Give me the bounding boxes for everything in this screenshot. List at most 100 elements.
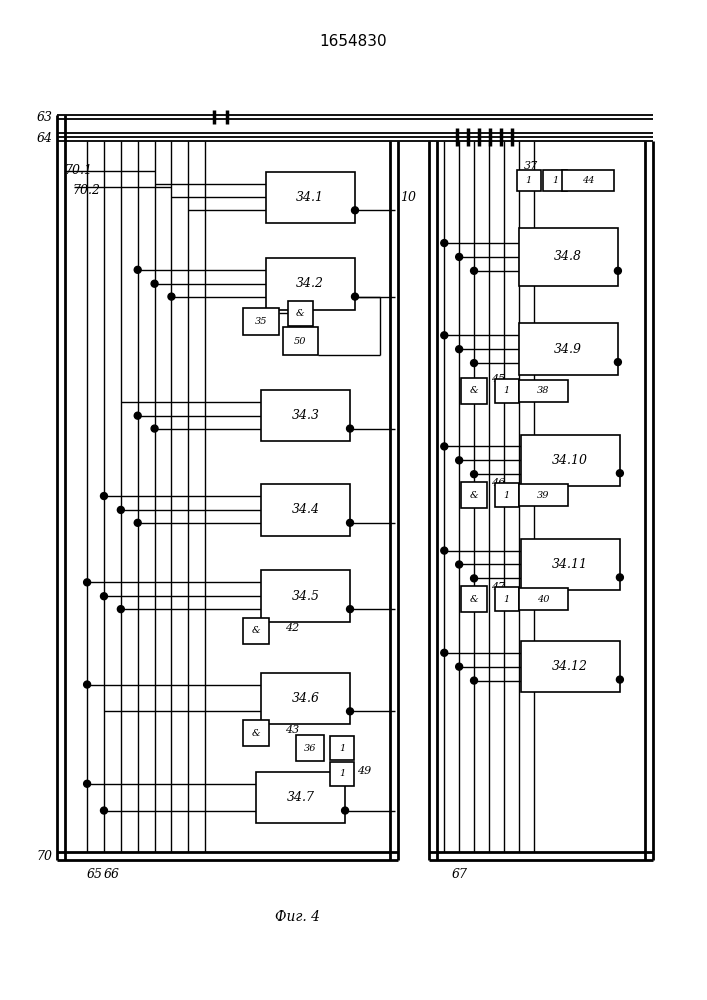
Text: &: &: [469, 595, 479, 604]
Text: 34.12: 34.12: [552, 660, 588, 673]
Circle shape: [456, 457, 462, 464]
Bar: [461, 586, 487, 612]
Bar: [261, 570, 350, 622]
Text: 34.6: 34.6: [291, 692, 320, 705]
Text: 34.10: 34.10: [552, 454, 588, 467]
Text: 38: 38: [537, 386, 550, 395]
Circle shape: [440, 332, 448, 339]
Bar: [266, 172, 355, 223]
Text: 65: 65: [87, 868, 103, 881]
Bar: [261, 673, 350, 724]
Circle shape: [440, 240, 448, 247]
Bar: [517, 170, 541, 191]
Circle shape: [471, 677, 477, 684]
Text: 36: 36: [304, 744, 317, 753]
Text: 40: 40: [537, 595, 550, 604]
Text: 64: 64: [36, 132, 52, 145]
Bar: [520, 539, 620, 590]
Circle shape: [346, 708, 354, 715]
Bar: [519, 323, 618, 375]
Text: 70.1: 70.1: [64, 164, 93, 177]
Text: &: &: [296, 309, 305, 318]
Text: &: &: [469, 386, 479, 395]
Circle shape: [351, 293, 358, 300]
Circle shape: [440, 547, 448, 554]
Text: 34.7: 34.7: [286, 791, 315, 804]
Circle shape: [346, 606, 354, 613]
Text: 44: 44: [582, 176, 595, 185]
Circle shape: [83, 681, 90, 688]
Bar: [243, 618, 269, 644]
Text: 45: 45: [491, 374, 506, 384]
Bar: [288, 301, 313, 326]
Circle shape: [456, 253, 462, 260]
Bar: [519, 228, 618, 286]
Bar: [461, 378, 487, 404]
Circle shape: [100, 593, 107, 600]
Circle shape: [117, 606, 124, 613]
Text: 70.2: 70.2: [72, 184, 100, 197]
Circle shape: [456, 346, 462, 353]
Circle shape: [440, 443, 448, 450]
Text: 34.11: 34.11: [552, 558, 588, 571]
Bar: [243, 308, 279, 335]
Circle shape: [617, 676, 624, 683]
Text: 66: 66: [104, 868, 120, 881]
Circle shape: [456, 663, 462, 670]
Text: 1: 1: [503, 386, 510, 395]
Text: 67: 67: [451, 868, 467, 881]
Text: 1: 1: [525, 176, 532, 185]
Bar: [330, 762, 354, 786]
Text: 1: 1: [503, 491, 510, 500]
Circle shape: [440, 649, 448, 656]
Circle shape: [83, 780, 90, 787]
Text: 49: 49: [357, 766, 371, 776]
Circle shape: [134, 412, 141, 419]
Text: &: &: [252, 626, 260, 635]
Bar: [283, 327, 318, 355]
Text: 42: 42: [284, 623, 299, 633]
Circle shape: [456, 561, 462, 568]
Circle shape: [346, 519, 354, 526]
Text: 10: 10: [399, 191, 416, 204]
Circle shape: [151, 280, 158, 287]
Text: Фиг. 4: Фиг. 4: [275, 910, 320, 924]
Bar: [544, 170, 567, 191]
Bar: [261, 484, 350, 536]
Text: 39: 39: [537, 491, 550, 500]
Text: 46: 46: [491, 478, 506, 488]
Text: 50: 50: [294, 337, 307, 346]
Bar: [519, 380, 568, 402]
Circle shape: [617, 574, 624, 581]
Circle shape: [617, 470, 624, 477]
Text: 34.3: 34.3: [291, 409, 320, 422]
Text: 1: 1: [503, 595, 510, 604]
Circle shape: [134, 519, 141, 526]
Text: 1654830: 1654830: [320, 34, 387, 49]
Text: 34.9: 34.9: [554, 343, 583, 356]
Bar: [520, 435, 620, 486]
Circle shape: [471, 575, 477, 582]
Text: 70: 70: [36, 850, 52, 863]
Circle shape: [134, 266, 141, 273]
Text: 43: 43: [284, 725, 299, 735]
Text: 37: 37: [524, 161, 538, 171]
Text: 63: 63: [36, 111, 52, 124]
Text: 1: 1: [339, 769, 345, 778]
Bar: [519, 484, 568, 506]
Text: 47: 47: [491, 582, 506, 592]
Bar: [495, 483, 519, 507]
Bar: [495, 379, 519, 403]
Circle shape: [614, 267, 621, 274]
Circle shape: [471, 360, 477, 367]
Text: 1: 1: [552, 176, 559, 185]
Circle shape: [346, 425, 354, 432]
Text: 34.1: 34.1: [296, 191, 325, 204]
Text: &: &: [469, 491, 479, 500]
Circle shape: [471, 267, 477, 274]
Bar: [296, 735, 325, 761]
Circle shape: [168, 293, 175, 300]
Bar: [562, 170, 614, 191]
Circle shape: [100, 807, 107, 814]
Text: 34.4: 34.4: [291, 503, 320, 516]
